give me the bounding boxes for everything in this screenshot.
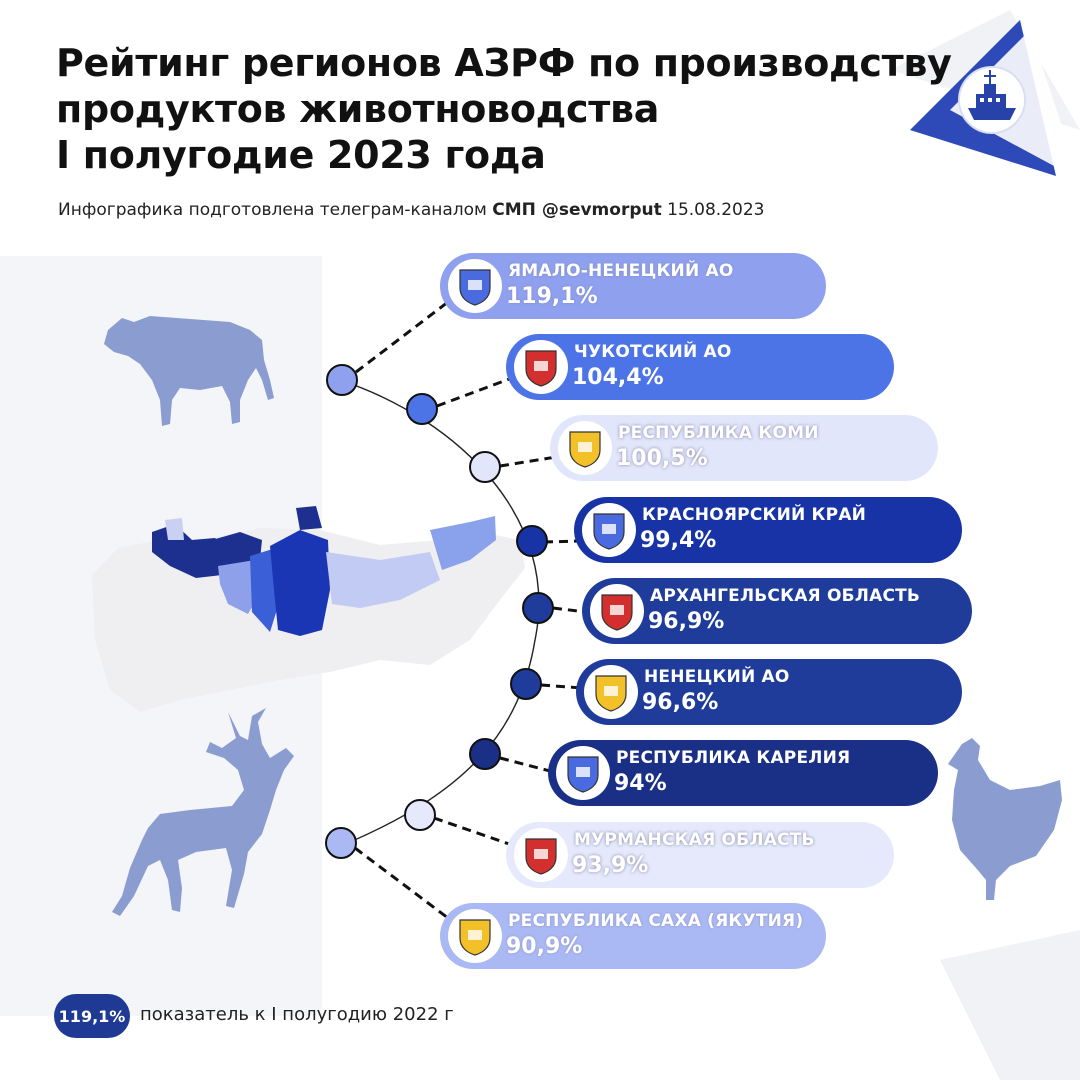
page-title: Рейтинг регионов АЗРФ по производству пр… [56,40,952,178]
region-emblem-icon [514,340,568,394]
deco-triangle [940,930,1080,1080]
region-emblem-icon [582,503,636,557]
region-pill: АРХАНГЕЛЬСКАЯ ОБЛАСТЬ 96,9% [582,578,972,644]
region-name: ЯМАЛО-НЕНЕЦКИЙ АО [508,261,734,281]
region-pill: ЧУКОТСКИЙ АО 104,4% [506,334,894,400]
region-pill: МУРМАНСКАЯ ОБЛАСТЬ 93,9% [506,822,894,888]
region-emblem-icon [448,259,502,313]
region-value: 94% [614,771,667,796]
region-emblem-icon [584,665,638,719]
region-name: КРАСНОЯРСКИЙ КРАЙ [642,505,867,525]
timeline-dot [522,592,554,624]
region-pill: РЕСПУБЛИКА САХА (ЯКУТИЯ) 90,9% [440,903,826,969]
region-pill: ЯМАЛО-НЕНЕЦКИЙ АО 119,1% [440,253,826,319]
region-value: 93,9% [572,853,649,878]
region-name: РЕСПУБЛИКА САХА (ЯКУТИЯ) [508,911,804,931]
connector [433,816,513,847]
connector [499,455,557,468]
title-line-3: I полугодие 2023 года [56,133,546,177]
region-name: НЕНЕЦКИЙ АО [644,667,790,687]
region-value: 119,1% [506,284,598,309]
region-value: 99,4% [640,528,717,553]
timeline-arc [339,379,540,843]
region-pill: РЕСПУБЛИКА КОМИ 100,5% [550,415,938,481]
connector [436,376,513,408]
connector [354,846,449,920]
region-emblem-icon [590,584,644,638]
region-value: 90,9% [506,934,583,959]
russia-map [92,506,525,712]
timeline-dot [406,393,438,425]
region-value: 96,6% [642,690,719,715]
subtitle: Инфографика подготовлена телеграм-канало… [58,200,764,220]
region-name: МУРМАНСКАЯ ОБЛАСТЬ [574,830,815,850]
region-name: АРХАНГЕЛЬСКАЯ ОБЛАСТЬ [650,586,921,606]
cow-icon [104,316,274,426]
connector [552,606,587,614]
subtitle-prefix: Инфографика подготовлена телеграм-канало… [58,200,487,220]
region-emblem-icon [556,746,610,800]
legend-badge: 119,1% [54,994,130,1038]
region-value: 96,9% [648,609,725,634]
region-value: 100,5% [616,446,708,471]
timeline-dot [404,799,436,831]
region-name: РЕСПУБЛИКА КОМИ [618,423,819,443]
connector [499,756,555,774]
title-line-1: Рейтинг регионов АЗРФ по производству [56,41,952,85]
region-emblem-icon [448,909,502,963]
region-pill: НЕНЕЦКИЙ АО 96,6% [576,659,962,725]
timeline-dot [469,451,501,483]
region-value: 104,4% [572,365,664,390]
timeline-dot [516,525,548,557]
region-emblem-icon [514,828,568,882]
deer-icon [112,708,294,916]
timeline-dot [326,364,358,396]
legend-text: показатель к I полугодию 2022 г [140,1004,454,1025]
region-emblem-icon [558,421,612,475]
region-pill: РЕСПУБЛИКА КАРЕЛИЯ 94% [548,740,938,806]
chicken-icon [948,738,1062,900]
timeline-dot [469,738,501,770]
region-pill: КРАСНОЯРСКИЙ КРАЙ 99,4% [574,497,962,563]
subtitle-date: 15.08.2023 [667,200,765,220]
timeline-dot [510,668,542,700]
icebreaker-logo-icon [958,66,1026,134]
region-name: ЧУКОТСКИЙ АО [574,342,732,362]
connector [540,683,583,690]
connector [543,539,581,544]
connector [355,300,449,374]
timeline-dot [325,827,357,859]
subtitle-channel: СМП @sevmorput [492,200,662,220]
title-line-2: продуктов животноводства [56,87,660,131]
region-name: РЕСПУБЛИКА КАРЕЛИЯ [616,748,851,768]
